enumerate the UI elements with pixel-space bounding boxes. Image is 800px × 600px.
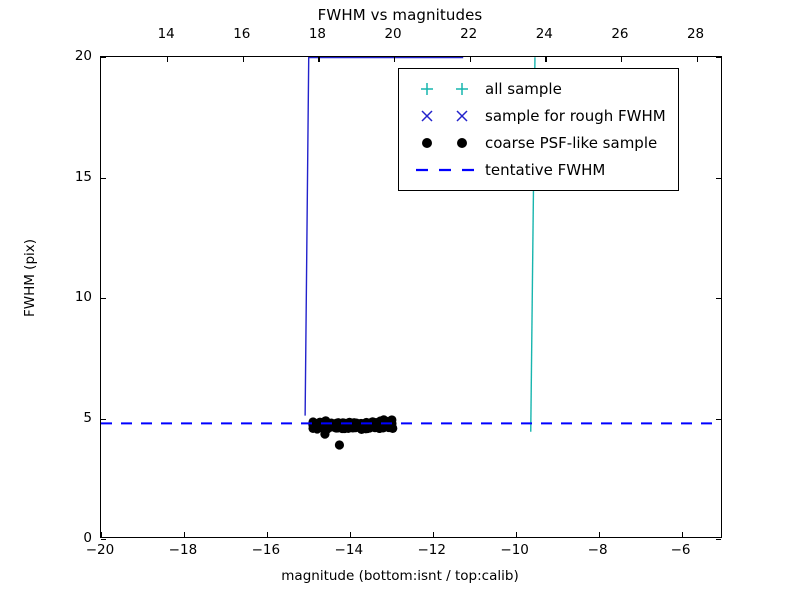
legend-label-0: all sample bbox=[485, 79, 562, 98]
x-tick-label-0: −20 bbox=[85, 542, 115, 558]
y-tick-4 bbox=[101, 57, 106, 59]
legend-marker-cross-icon bbox=[409, 102, 483, 129]
x-top-tick-0 bbox=[167, 57, 169, 62]
y-axis-label: FWHM (pix) bbox=[22, 238, 38, 318]
x-tick-6 bbox=[598, 532, 600, 537]
y-tick-label-3: 15 bbox=[74, 168, 92, 185]
x-tick-2 bbox=[266, 532, 269, 537]
y-tick-label-4: 20 bbox=[74, 48, 92, 64]
legend-label-3: tentative FWHM bbox=[485, 160, 606, 179]
x-tick-4 bbox=[432, 532, 435, 537]
x-top-tick-6 bbox=[620, 57, 623, 62]
x-tick-7 bbox=[681, 532, 683, 537]
x-tick-5 bbox=[515, 532, 517, 537]
x-tick-label-5: −10 bbox=[500, 542, 529, 558]
y-tick-label-2: 10 bbox=[74, 289, 92, 305]
y-tick-3 bbox=[101, 177, 106, 179]
page-title: FWHM vs magnitudes bbox=[317, 6, 483, 24]
x-tick-label-3: −14 bbox=[334, 542, 364, 558]
x-tick-label-4: −12 bbox=[417, 542, 446, 558]
x-top-tick-2 bbox=[318, 57, 320, 62]
x-tick-label-7: −6 bbox=[670, 542, 691, 558]
y-right-tick-0 bbox=[716, 539, 721, 541]
x-top-tick-3 bbox=[394, 57, 396, 62]
x-tick-label-2: −16 bbox=[251, 542, 281, 558]
series-coarse-psf bbox=[308, 415, 398, 450]
y-right-tick-4 bbox=[716, 57, 721, 59]
legend-marker-plus-icon bbox=[409, 75, 483, 102]
x-tick-3 bbox=[349, 532, 352, 537]
x-top-tick-label-1: 16 bbox=[233, 26, 251, 42]
x-tick-label-6: −8 bbox=[587, 542, 608, 558]
legend-item-3[interactable]: tentative FWHM bbox=[409, 156, 666, 183]
x-tick-1 bbox=[183, 532, 186, 537]
y-tick-1 bbox=[101, 418, 106, 420]
x-top-tick-label-2: 18 bbox=[308, 26, 326, 42]
legend-box: all sample sample for rough FWHM coarse PS… bbox=[398, 68, 679, 191]
y-right-tick-2 bbox=[716, 298, 721, 300]
x-top-tick-label-3: 20 bbox=[384, 26, 402, 42]
y-right-tick-1 bbox=[716, 418, 721, 420]
legend-marker-circle-icon bbox=[409, 129, 483, 156]
legend-item-1[interactable]: sample for rough FWHM bbox=[409, 102, 666, 129]
x-top-tick-label-4: 22 bbox=[460, 26, 478, 42]
x-top-tick-5 bbox=[545, 57, 547, 62]
x-top-tick-label-7: 28 bbox=[686, 26, 705, 42]
x-top-tick-label-0: 14 bbox=[157, 26, 175, 42]
x-axis-label: magnitude (bottom:isnt / top:calib) bbox=[281, 568, 519, 584]
x-tick-0 bbox=[101, 532, 103, 537]
y-right-tick-3 bbox=[716, 177, 721, 179]
y-tick-0 bbox=[101, 539, 106, 541]
legend-label-1: sample for rough FWHM bbox=[485, 106, 666, 125]
x-tick-label-1: −18 bbox=[168, 542, 198, 558]
x-top-tick-1 bbox=[242, 57, 245, 62]
x-top-tick-label-6: 26 bbox=[611, 26, 629, 42]
y-tick-label-1: 5 bbox=[83, 409, 92, 426]
legend-label-2: coarse PSF-like sample bbox=[485, 133, 658, 152]
legend-item-0[interactable]: all sample bbox=[409, 75, 666, 102]
x-top-tick-4 bbox=[469, 57, 471, 62]
x-top-tick-label-5: 24 bbox=[535, 26, 553, 42]
y-tick-2 bbox=[101, 298, 106, 300]
legend-item-2[interactable]: coarse PSF-like sample bbox=[409, 129, 666, 156]
x-top-tick-7 bbox=[696, 57, 698, 62]
y-tick-label-0: 0 bbox=[83, 530, 92, 546]
legend-marker-dashed-line-icon bbox=[409, 156, 483, 183]
